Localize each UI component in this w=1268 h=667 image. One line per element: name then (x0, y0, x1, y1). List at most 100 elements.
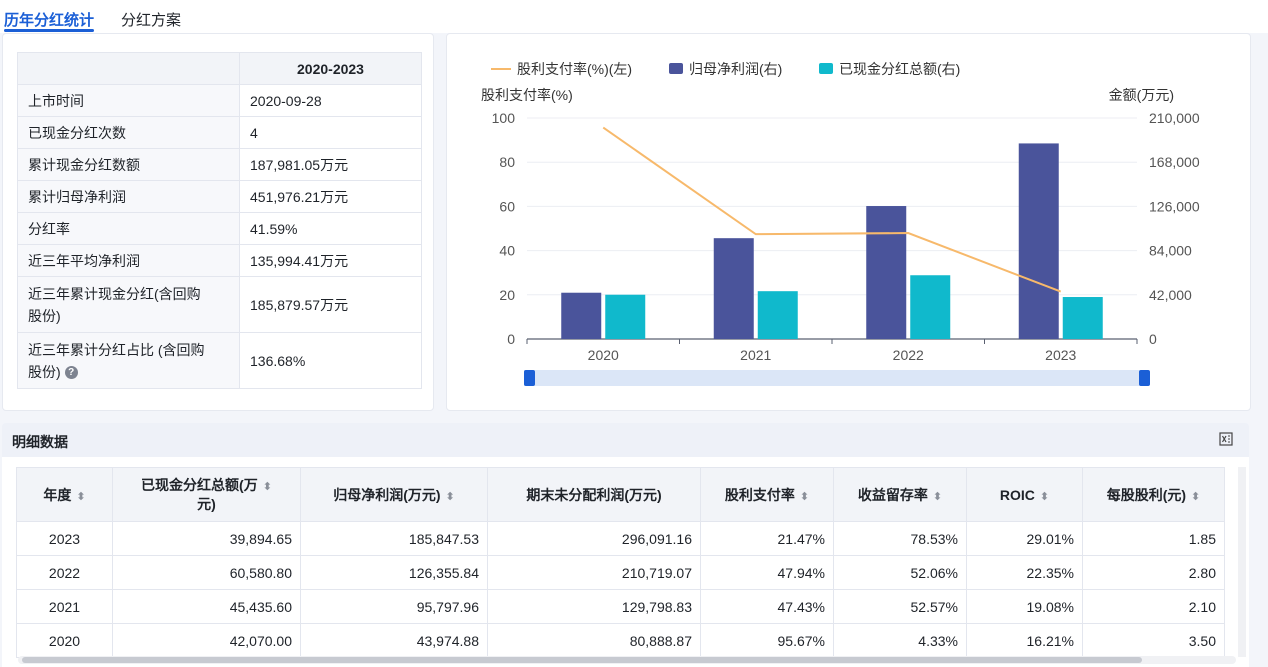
active-tab-indicator (4, 29, 94, 32)
summary-label: 近三年平均净利润 (17, 244, 240, 277)
sort-icon[interactable]: ⬍ (76, 490, 86, 503)
left-axis-tick-label: 40 (499, 243, 515, 259)
column-label: 股利支付率 (724, 486, 795, 503)
cell: 3.50 (1082, 623, 1225, 658)
sort-icon[interactable]: ⬍ (445, 490, 455, 503)
right-axis-tick-label: 0 (1149, 331, 1157, 347)
x-axis-tick-label: 2023 (1045, 347, 1076, 363)
vertical-scrollbar[interactable] (1238, 467, 1246, 657)
summary-label-line: 近三年累计分红占比 (含回购 (28, 341, 205, 358)
sort-icon[interactable]: ⬍ (1039, 490, 1050, 503)
cell: 2.10 (1082, 589, 1225, 624)
cell: 19.08% (966, 589, 1083, 624)
cell: 29.01% (966, 521, 1083, 556)
cell: 78.53% (833, 521, 967, 556)
net-profit-bar (561, 292, 602, 339)
summary-label: 累计现金分红数额 (17, 148, 240, 181)
cash-dividend-bar (757, 291, 798, 339)
summary-value: 187,981.05万元 (239, 148, 422, 181)
right-axis-tick-label: 168,000 (1149, 154, 1200, 170)
cell: 42,070.00 (112, 623, 301, 658)
summary-value: 185,879.57万元 (239, 276, 422, 333)
column-header-dps[interactable]: 每股股利(元) ⬍ (1082, 467, 1225, 522)
tab-bar: 历年分红统计 分红方案 (0, 0, 1268, 33)
legend-label[interactable]: 已现金分红总额(右) (839, 61, 960, 77)
help-icon[interactable]: ? (64, 366, 78, 380)
summary-label: 已现金分红次数 (17, 116, 240, 149)
column-header-undistributed-profit: 期末未分配利润(万元) (487, 467, 701, 522)
table-row: 2022 60,580.80 126,355.84 210,719.07 47.94% 5… (16, 555, 1225, 590)
left-axis-title: 股利支付率(%) (481, 87, 573, 103)
summary-value: 136.68% (239, 332, 422, 389)
tab-dividend-plan[interactable]: 分红方案 (121, 12, 182, 29)
table-row: 2020 42,070.00 43,974.88 80,888.87 95.67% 4.3… (16, 623, 1225, 658)
chart-panel: 股利支付率(%)(左) 归母净利润(右) 已现金分红总额(右) 股利支付率(%)… (446, 33, 1251, 411)
export-excel-icon[interactable] (1219, 432, 1233, 446)
table-row: 2021 45,435.60 95,797.96 129,798.83 47.43% 52… (16, 589, 1225, 624)
net-profit-bar (866, 206, 907, 339)
x-axis-tick-label: 2020 (588, 347, 619, 363)
datazoom-right-handle[interactable] (1139, 370, 1150, 386)
left-axis-tick-label: 60 (499, 198, 515, 214)
tab-dividend-history[interactable]: 历年分红统计 (4, 12, 95, 29)
datazoom-left-handle[interactable] (524, 370, 535, 386)
cell: 126,355.84 (300, 555, 488, 590)
cell: 52.57% (833, 589, 967, 624)
summary-panel: 2020-2023 上市时间 2020-09-28 已现金分红次数 4 累计现金分红… (2, 33, 434, 411)
sort-icon[interactable]: ⬍ (799, 490, 810, 503)
column-label: 元) (197, 495, 216, 512)
column-header-retention-ratio[interactable]: 收益留存率 ⬍ (833, 467, 967, 522)
legend-label[interactable]: 归母净利润(右) (689, 61, 782, 77)
column-header-payout-ratio[interactable]: 股利支付率 ⬍ (700, 467, 834, 522)
cell: 95.67% (700, 623, 834, 658)
summary-value: 41.59% (239, 212, 422, 245)
net-profit-bar (713, 238, 754, 339)
summary-label: 近三年累计现金分红(含回购 股份) (17, 276, 240, 333)
net-profit-bar (1018, 143, 1059, 339)
column-label: 已现金分红总额(万 (141, 476, 258, 493)
column-header-net-profit[interactable]: 归母净利润(万元) ⬍ (300, 467, 488, 522)
summary-period-header: 2020-2023 (239, 52, 422, 85)
summary-label: 累计归母净利润 (17, 180, 240, 213)
cell: 185,847.53 (300, 521, 488, 556)
legend-label[interactable]: 股利支付率(%)(左) (517, 61, 632, 77)
cell: 129,798.83 (487, 589, 701, 624)
column-label: 归母净利润(万元) (333, 486, 441, 503)
summary-value: 135,994.41万元 (239, 244, 422, 277)
cell-year: 2021 (16, 589, 113, 624)
right-axis-tick-label: 210,000 (1149, 110, 1200, 126)
cash-dividend-bar (605, 294, 646, 339)
column-label: 收益留存率 (857, 486, 928, 503)
sort-icon[interactable]: ⬍ (1191, 490, 1201, 503)
column-header-roic[interactable]: ROIC ⬍ (966, 467, 1083, 522)
cell: 47.94% (700, 555, 834, 590)
detail-header-row: 年度 ⬍ 已现金分红总额(万 ⬍ 元) 归母净利润(万元) ⬍ 期末未分配利润(万元) … (16, 467, 1225, 522)
cash-dividend-bar (1062, 297, 1103, 339)
cell: 22.35% (966, 555, 1083, 590)
left-axis-tick-label: 80 (499, 154, 515, 170)
sort-icon[interactable]: ⬍ (932, 490, 943, 503)
horizontal-scrollbar[interactable] (18, 656, 1236, 664)
column-header-year[interactable]: 年度 ⬍ (16, 467, 113, 522)
summary-label: 分红率 (17, 212, 240, 245)
column-header-cash-dividend[interactable]: 已现金分红总额(万 ⬍ 元) (112, 467, 301, 522)
summary-label: 近三年累计分红占比 (含回购 股份)? (17, 332, 240, 389)
detail-body: 年度 ⬍ 已现金分红总额(万 ⬍ 元) 归母净利润(万元) ⬍ 期末未分配利润(万元) … (2, 457, 1249, 667)
datazoom-track[interactable] (524, 370, 1144, 386)
cell: 1.85 (1082, 521, 1225, 556)
summary-label-line: 股份) (28, 363, 61, 380)
summary-value: 2020-09-28 (239, 84, 422, 117)
cell: 2.80 (1082, 555, 1225, 590)
payout-ratio-line (602, 126, 1062, 293)
cell: 60,580.80 (112, 555, 301, 590)
right-axis-tick-label: 84,000 (1149, 243, 1192, 259)
cell: 52.06% (833, 555, 967, 590)
sort-icon[interactable]: ⬍ (262, 480, 272, 493)
cell: 39,894.65 (112, 521, 301, 556)
cell-year: 2023 (16, 521, 113, 556)
cell: 95,797.96 (300, 589, 488, 624)
summary-value: 451,976.21万元 (239, 180, 422, 213)
cell: 21.47% (700, 521, 834, 556)
legend-bar-marker (819, 63, 833, 74)
horizontal-scrollbar-thumb[interactable] (22, 657, 1142, 663)
